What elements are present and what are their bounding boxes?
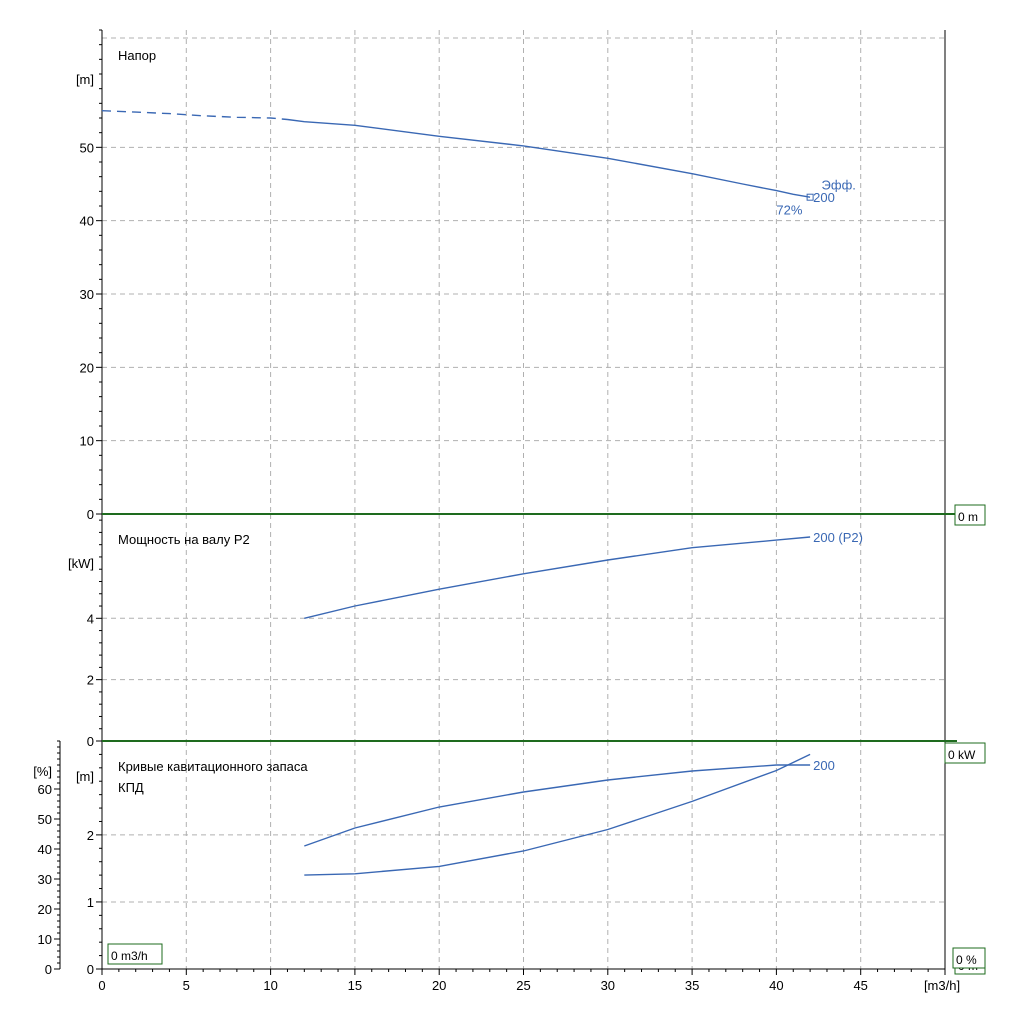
x-tick-label: 10: [263, 978, 277, 993]
y-tick-label: 10: [80, 434, 94, 449]
y-tick-label: 1: [87, 895, 94, 910]
y-tick-label: 50: [80, 140, 94, 155]
y2-tick-label: 30: [38, 872, 52, 887]
corner-bubble-flow-box: [107, 943, 163, 965]
y-tick-label: 0: [87, 734, 94, 749]
y-tick-label: 4: [87, 611, 94, 626]
side-bubble-head: 0 m: [954, 504, 986, 526]
y-tick-label: 2: [87, 828, 94, 843]
x-tick-label: 15: [348, 978, 362, 993]
y-axis-unit: [m]: [76, 769, 94, 784]
x-tick-label: 20: [432, 978, 446, 993]
y-tick-label: 20: [80, 360, 94, 375]
x-tick-label: 30: [601, 978, 615, 993]
y-axis-unit: [m]: [76, 72, 94, 87]
curve-label: Эфф.: [822, 177, 856, 192]
y2-tick-label: 40: [38, 842, 52, 857]
y2-tick-label: 20: [38, 902, 52, 917]
side-bubble-eff-box: [952, 947, 986, 969]
x-tick-label: 0: [98, 978, 105, 993]
corner-bubble-flow-text: 0 m3/h: [111, 949, 148, 963]
y2-axis-unit: [%]: [33, 764, 52, 779]
panel-title: Напор: [118, 48, 156, 63]
x-tick-label: 40: [769, 978, 783, 993]
curve-series-1: [101, 110, 288, 121]
y-tick-label: 2: [87, 673, 94, 688]
side-bubble-power-text: 0 kW: [948, 748, 976, 762]
side-bubble-head-text: 0 m: [958, 510, 978, 524]
y-tick-label: 30: [80, 287, 94, 302]
side-bubble-power: 0 kW: [944, 742, 986, 764]
curve-series-1: [304, 536, 811, 619]
y-tick-label: 0: [87, 962, 94, 977]
x-tick-label: 25: [516, 978, 530, 993]
x-tick-label: 35: [685, 978, 699, 993]
corner-bubble-flow: 0 m3/h: [107, 943, 163, 965]
y-tick-label: 40: [80, 214, 94, 229]
panel-title: Мощность на валу P2: [118, 532, 250, 547]
curve-series-2: [304, 753, 811, 876]
curve-label: 72%: [776, 203, 802, 218]
y2-tick-label: 0: [45, 962, 52, 977]
y-tick-label: 0: [87, 507, 94, 522]
x-tick-label: 45: [853, 978, 867, 993]
side-bubble-eff: 0 %: [952, 947, 986, 969]
curve-label: 200: [813, 190, 835, 205]
side-bubble-eff-text: 0 %: [956, 953, 977, 967]
duty-point-marker: [806, 193, 814, 201]
x-axis-label: [m3/h]: [924, 978, 960, 993]
panel-title-2: КПД: [118, 780, 144, 795]
y-axis-unit: [kW]: [68, 556, 94, 571]
side-bubble-head-box: [954, 504, 986, 526]
panel-title-1: Кривые кавитационного запаса: [118, 759, 308, 774]
curve-label: 200: [813, 758, 835, 773]
curve-label: 200 (P2): [813, 530, 863, 545]
y2-tick-label: 10: [38, 932, 52, 947]
curve-series-2: [287, 118, 811, 198]
y2-tick-label: 60: [38, 782, 52, 797]
side-bubble-power-box: [944, 742, 986, 764]
curve-series-1: [304, 764, 811, 847]
x-tick-label: 5: [183, 978, 190, 993]
y2-tick-label: 50: [38, 812, 52, 827]
panel-3: 0 1 2 [m] Кривые кавитационного запаса КПД 0 10…: [33, 740, 946, 977]
